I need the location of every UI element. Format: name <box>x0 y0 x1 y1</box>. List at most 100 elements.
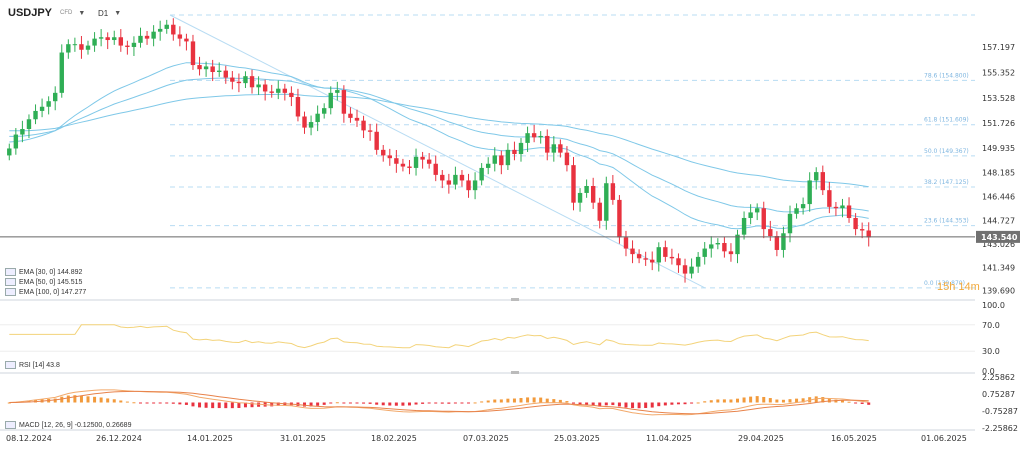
axes: 157.197 155.352 153.528 151.726 149.935 148.1… <box>0 43 1020 443</box>
macd-histogram-bar <box>165 402 169 404</box>
macd-histogram-bar <box>499 399 503 403</box>
date-tick-label: 29.04.2025 <box>738 434 784 443</box>
macd-histogram-bar <box>368 402 372 404</box>
macd-histogram-bar <box>847 401 851 403</box>
rsi-tick-label: 70.0 <box>982 321 1000 330</box>
candle-body <box>420 156 425 160</box>
symbol-header[interactable]: USDJPY CFD ▼ <box>8 7 85 19</box>
macd-tick-label: -2.25862 <box>982 424 1018 433</box>
macd-histogram-bar <box>558 399 562 403</box>
candle-body <box>151 31 156 39</box>
indicator-icon <box>5 268 16 276</box>
macd-histogram-bar <box>407 402 411 406</box>
candle-body <box>512 149 517 155</box>
candle-body <box>361 120 366 131</box>
macd-histogram-bar <box>79 395 83 403</box>
candle-body <box>295 97 301 117</box>
candle-body <box>472 180 478 191</box>
date-tick-label: 07.03.2025 <box>463 434 509 443</box>
candle-body <box>164 24 169 29</box>
macd-histogram-bar <box>316 402 320 406</box>
candle-body <box>820 172 825 191</box>
timeframe-selector[interactable]: D1 ▼ <box>98 9 121 18</box>
macd-histogram-bar <box>394 402 398 406</box>
candle-body <box>846 205 852 218</box>
price-tick-label: 149.935 <box>982 144 1015 153</box>
candle-body <box>230 77 235 82</box>
fib-level-label: 78.6 (154.800) <box>924 72 969 79</box>
macd-histogram-bar <box>624 402 628 408</box>
macd-histogram-bar <box>152 402 156 404</box>
macd-histogram-bar <box>303 402 307 407</box>
date-tick-label: 31.01.2025 <box>280 434 326 443</box>
candle-body <box>210 66 215 72</box>
candle-body <box>171 24 176 35</box>
chevron-down-icon[interactable]: ▼ <box>78 9 86 17</box>
macd-tick-label: 0.75287 <box>982 390 1015 399</box>
candle-body <box>335 90 340 93</box>
macd-histogram-bar <box>184 402 188 405</box>
candle-body <box>203 66 209 70</box>
macd-panel[interactable]: 2.25862 0.75287 -0.75287 -2.25862 <box>7 373 1018 433</box>
macd-histogram-bar <box>657 402 661 407</box>
macd-histogram-bar <box>781 399 785 403</box>
macd-histogram-bar <box>257 402 261 407</box>
ema-legend-50[interactable]: EMA [50, 0] 145.515 <box>5 278 82 286</box>
candle-body <box>66 44 71 53</box>
date-tick-label: 14.01.2025 <box>187 434 233 443</box>
candle-body <box>413 156 419 168</box>
rsi-legend[interactable]: RSI [14] 43.8 <box>5 361 60 369</box>
chevron-down-icon[interactable]: ▼ <box>114 10 122 17</box>
candle-body <box>715 243 721 245</box>
ema-legend-100[interactable]: EMA [100, 0] 147.277 <box>5 288 86 296</box>
candle-body <box>518 142 524 155</box>
fib-level-label: 50.0 (149.367) <box>924 148 969 155</box>
macd-histogram-bar <box>788 399 792 403</box>
candle-body <box>689 266 694 274</box>
candle-body <box>859 229 865 231</box>
macd-histogram-bar <box>722 399 726 403</box>
candle-body <box>459 174 465 181</box>
macd-histogram-bar <box>827 398 831 403</box>
candle-body <box>748 212 753 218</box>
macd-histogram-bar <box>631 402 635 409</box>
candle-body <box>630 248 635 255</box>
candle-body <box>531 133 537 138</box>
macd-histogram-bar <box>755 396 759 403</box>
macd-histogram-bar <box>198 402 202 408</box>
candle-body <box>53 92 58 102</box>
candle-body <box>138 35 143 43</box>
macd-label: MACD [12, 26, 9] -0.12500, 0.26689 <box>19 421 132 429</box>
macd-histogram-bar <box>650 402 654 408</box>
macd-histogram-bar <box>539 397 543 403</box>
macd-histogram-bar <box>565 401 569 403</box>
candle-body <box>341 90 347 114</box>
macd-histogram-bar <box>749 396 753 403</box>
candlesticks[interactable] <box>7 18 871 283</box>
candle-body <box>46 101 51 107</box>
symbol-name[interactable]: USDJPY <box>8 7 53 19</box>
fibonacci-retracement[interactable]: 78.6 (154.800) 61.8 (151.609) 50.0 (149.36… <box>169 14 975 289</box>
timeframe-label[interactable]: D1 <box>98 9 109 18</box>
fib-level-label: 38.2 (147.125) <box>924 179 969 186</box>
candle-body <box>426 159 432 164</box>
candle-body <box>144 35 150 39</box>
candle-body <box>486 163 491 168</box>
macd-histogram-bar <box>375 402 379 405</box>
candle-body <box>741 217 747 235</box>
candle-body <box>636 254 642 259</box>
macd-histogram-bar <box>480 401 484 403</box>
candle-body <box>768 229 773 237</box>
macd-histogram-bar <box>335 402 339 404</box>
macd-legend[interactable]: MACD [12, 26, 9] -0.12500, 0.26689 <box>5 421 131 429</box>
candle-body <box>827 190 832 207</box>
rsi-panel[interactable]: 100.0 70.0 30.0 0.0 <box>0 301 1005 376</box>
candle-body <box>276 88 281 93</box>
current-price-label: 143.540 <box>981 233 1018 242</box>
macd-histogram-bar <box>270 402 274 407</box>
date-tick-label: 08.12.2024 <box>6 434 52 443</box>
macd-histogram-bar <box>250 402 254 408</box>
macd-histogram-bar <box>545 398 549 403</box>
ema-legend-30[interactable]: EMA [30, 0] 144.892 <box>5 268 82 276</box>
